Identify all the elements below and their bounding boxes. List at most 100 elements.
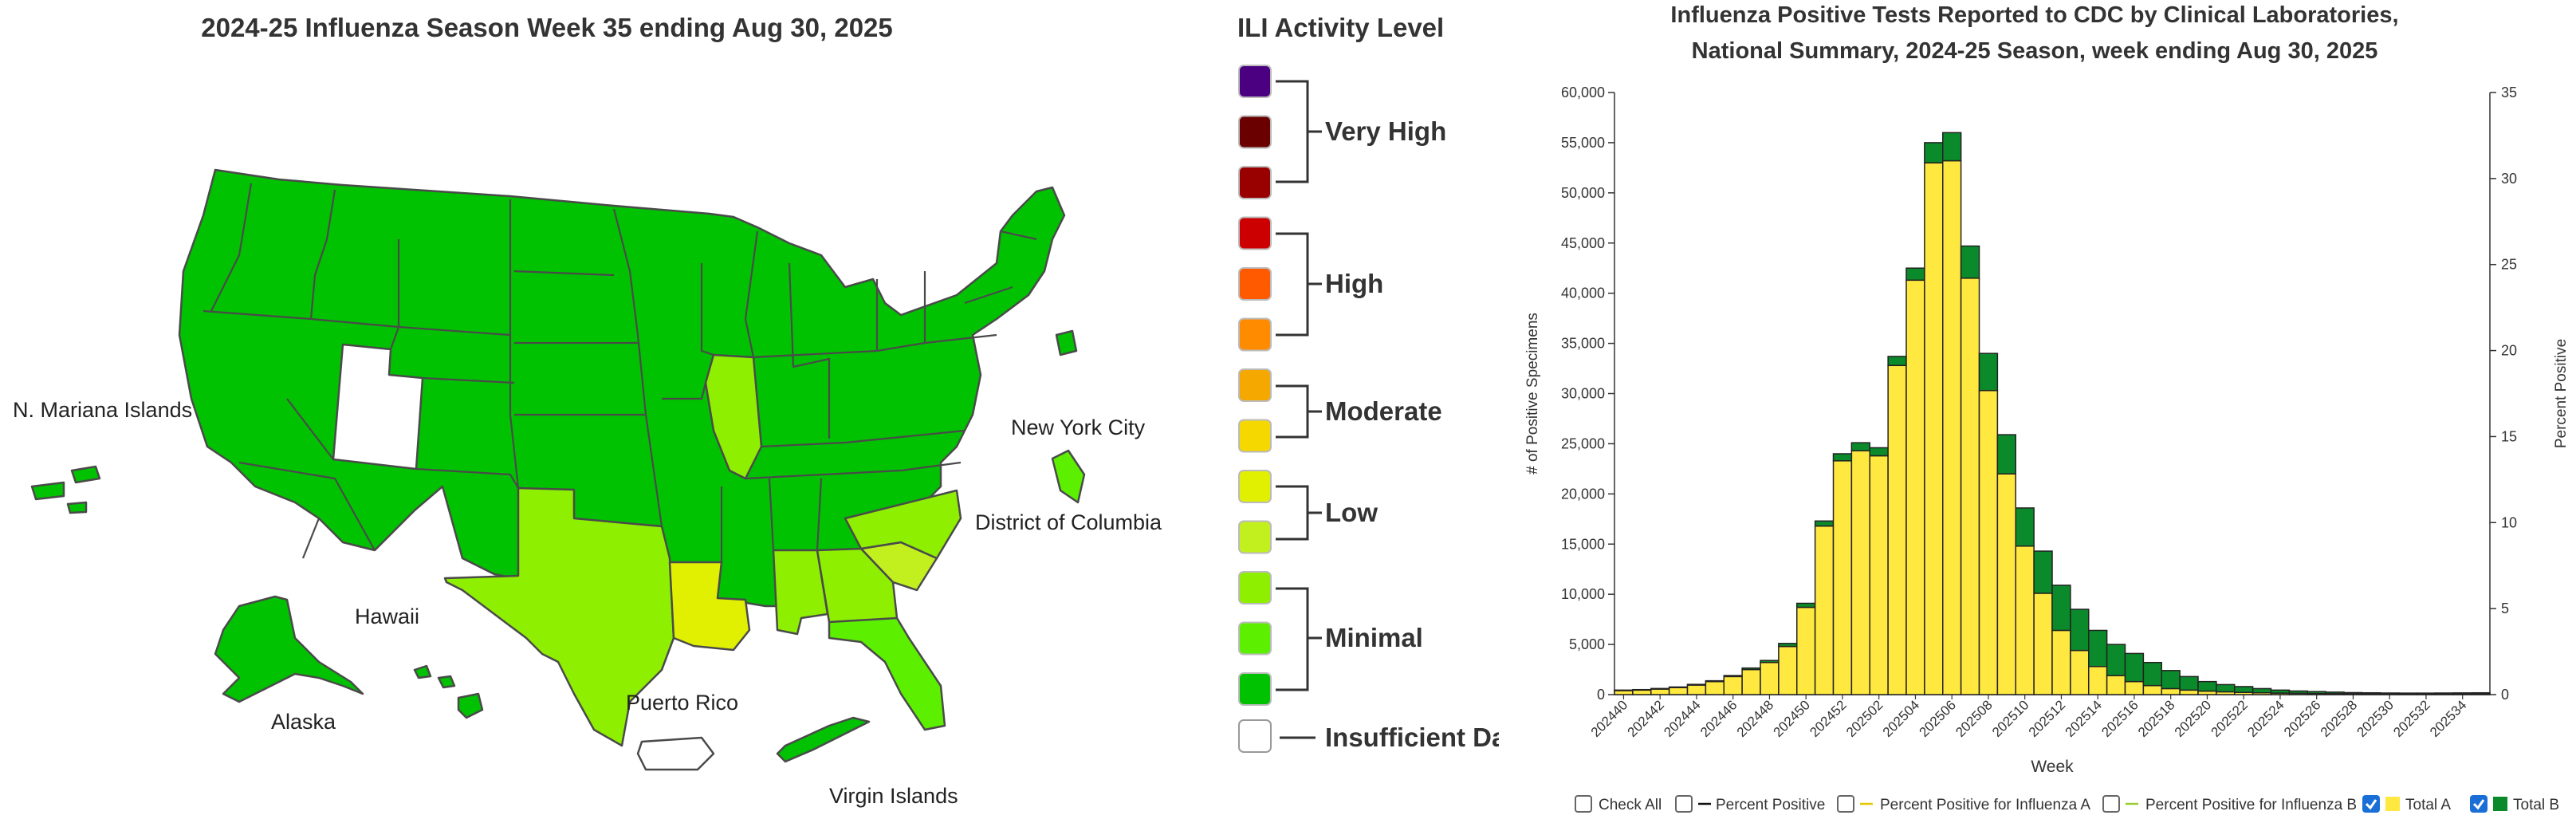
x-tick-label: 202450	[1770, 697, 1813, 740]
bar-total-b[interactable]	[2252, 687, 2272, 694]
bar-total-a[interactable]	[1814, 525, 1835, 695]
bar-total-b[interactable]	[1778, 643, 1798, 648]
bar-total-a[interactable]	[2070, 649, 2090, 695]
bar-total-b[interactable]	[2033, 550, 2053, 594]
bar-total-b[interactable]	[2142, 661, 2162, 687]
bar-total-a[interactable]	[1778, 645, 1798, 695]
pp-flu-b-checkbox[interactable]	[2102, 795, 2120, 813]
state-louisiana[interactable]	[668, 561, 751, 652]
bar-total-b[interactable]	[2397, 692, 2418, 695]
state-nyc[interactable]	[1055, 329, 1078, 356]
bar-total-b[interactable]	[1832, 453, 1853, 462]
bar-total-a[interactable]	[2106, 675, 2126, 695]
pp-flu-a-checkbox[interactable]	[1837, 795, 1854, 813]
percent-positive-checkbox[interactable]	[1675, 795, 1693, 813]
bar-total-b[interactable]	[2343, 691, 2363, 695]
state-nmi[interactable]	[30, 465, 101, 514]
bar-total-b[interactable]	[1960, 245, 1980, 279]
bar-total-b[interactable]	[2434, 692, 2454, 695]
total-b-checkbox[interactable]	[2470, 795, 2488, 813]
bar-total-b[interactable]	[2124, 652, 2145, 683]
bar-total-a[interactable]	[2124, 680, 2145, 695]
bar-total-b[interactable]	[2471, 691, 2491, 695]
bar-total-b[interactable]	[2416, 692, 2436, 695]
bar-total-b[interactable]	[1996, 434, 2016, 475]
bar-total-b[interactable]	[2307, 691, 2326, 695]
bar-total-b[interactable]	[1686, 683, 1707, 686]
bar-total-b[interactable]	[1796, 602, 1816, 608]
bar-total-b[interactable]	[2325, 691, 2345, 695]
bar-total-b[interactable]	[2362, 691, 2381, 695]
bar-total-b[interactable]	[2216, 683, 2236, 693]
bar-total-b[interactable]	[1705, 679, 1725, 683]
bar-total-b[interactable]	[1942, 132, 1962, 162]
bar-total-a[interactable]	[1905, 279, 1925, 695]
bar-total-b[interactable]	[2015, 507, 2035, 547]
bar-total-b[interactable]	[2197, 680, 2217, 692]
bar-total-a[interactable]	[1996, 473, 2016, 695]
state-alaska[interactable]	[214, 595, 364, 703]
bar-total-a[interactable]	[1869, 455, 1889, 695]
bar-total-a[interactable]	[1705, 680, 1725, 695]
bar-total-a[interactable]	[1942, 159, 1962, 695]
state-virgin-islands[interactable]	[776, 716, 871, 763]
bar-total-b[interactable]	[1650, 687, 1670, 690]
bar-total-a[interactable]	[1796, 606, 1816, 695]
bar-total-a[interactable]	[1887, 364, 1907, 695]
bar-total-a[interactable]	[1668, 687, 1689, 695]
bar-total-a[interactable]	[1650, 688, 1670, 695]
bar-total-b[interactable]	[1924, 142, 1944, 163]
bar-total-a[interactable]	[2142, 684, 2162, 695]
bar-total-b[interactable]	[1887, 356, 1907, 367]
bar-total-b[interactable]	[2452, 692, 2472, 695]
bar-total-b[interactable]	[2179, 675, 2199, 691]
bar-total-a[interactable]	[2015, 545, 2035, 695]
bar-total-b[interactable]	[2088, 629, 2108, 668]
bar-total-a[interactable]	[1760, 661, 1780, 695]
bar-total-a[interactable]	[2088, 666, 2108, 695]
bar-total-b[interactable]	[1850, 442, 1870, 451]
bar-total-b[interactable]	[2106, 644, 2126, 676]
legend-brackets	[1276, 80, 1322, 739]
state-puerto-rico[interactable]	[636, 736, 715, 771]
bar-total-a[interactable]	[2161, 687, 2181, 695]
bar-total-a[interactable]	[1924, 162, 1944, 695]
bar-total-a[interactable]	[2179, 689, 2199, 695]
bar-total-a[interactable]	[1850, 450, 1870, 695]
bar-total-a[interactable]	[1723, 675, 1743, 695]
bar-total-b[interactable]	[2380, 692, 2400, 695]
bar-total-a[interactable]	[1741, 668, 1761, 695]
bar-total-b[interactable]	[1905, 267, 1925, 282]
check-all-checkbox[interactable]	[1575, 795, 1592, 813]
state-dc[interactable]	[1051, 449, 1086, 504]
state-texas[interactable]	[443, 486, 675, 747]
bar-total-a[interactable]	[1960, 278, 1980, 695]
bar-total-a[interactable]	[2033, 593, 2053, 695]
bar-total-b[interactable]	[2270, 689, 2291, 694]
bar-total-b[interactable]	[1814, 520, 1835, 527]
bar-total-a[interactable]	[1614, 690, 1634, 695]
total-a-checkbox[interactable]	[2362, 795, 2380, 813]
bar-total-a[interactable]	[1978, 389, 1999, 695]
bar-total-b[interactable]	[1760, 660, 1780, 664]
bar-total-b[interactable]	[1869, 447, 1889, 457]
bar-total-a[interactable]	[1632, 689, 1652, 695]
bar-total-b[interactable]	[2051, 585, 2071, 632]
state-north-carolina[interactable]	[844, 489, 962, 560]
bar-total-a[interactable]	[1832, 460, 1853, 695]
state-illinois[interactable]	[704, 353, 763, 480]
state-hawaii[interactable]	[413, 664, 484, 719]
bar-total-b[interactable]	[2234, 686, 2254, 693]
state-region-west[interactable]	[178, 168, 1066, 624]
bar-total-b[interactable]	[2288, 690, 2308, 695]
state-florida[interactable]	[828, 616, 946, 731]
bar-total-b[interactable]	[2161, 670, 2181, 690]
bar-total-b[interactable]	[2070, 608, 2090, 652]
bar-total-a[interactable]	[1686, 684, 1707, 695]
bar-total-a[interactable]	[2051, 629, 2071, 695]
bar-total-b[interactable]	[1614, 689, 1634, 691]
bar-total-b[interactable]	[1632, 688, 1652, 691]
bar-total-b[interactable]	[1723, 675, 1743, 678]
bar-total-b[interactable]	[1741, 667, 1761, 671]
bar-total-b[interactable]	[1978, 352, 1999, 392]
